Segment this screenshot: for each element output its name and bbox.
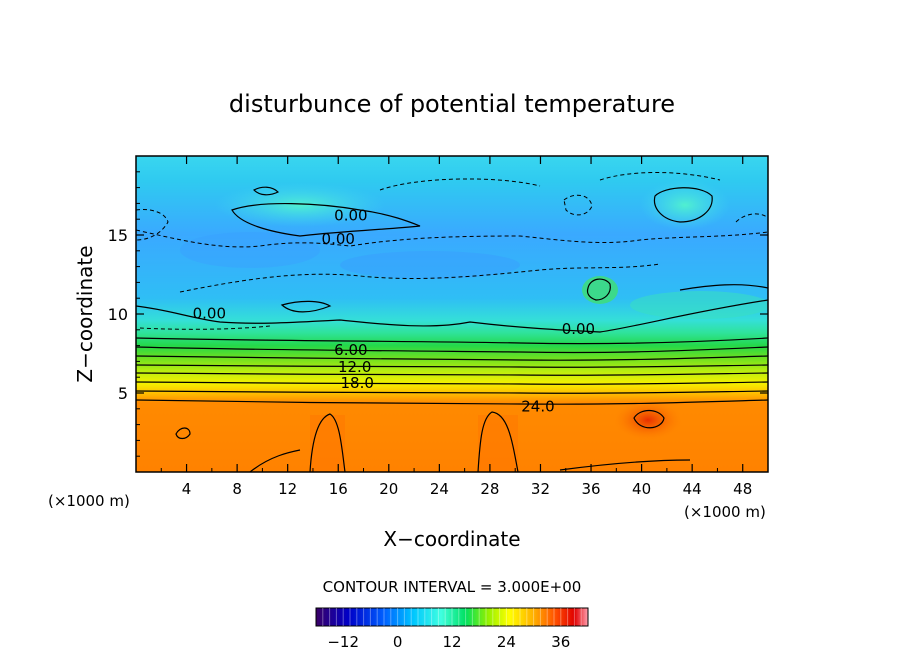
dashed-contour-4: [735, 213, 768, 223]
colorbar-labels: −12 0 12 24 36: [327, 633, 570, 651]
colorbar-tick-label: 12: [442, 633, 461, 651]
colorbar-segments: [322, 608, 582, 626]
x-tick-label: 16: [329, 480, 348, 498]
right-warm-tongue: [630, 291, 768, 319]
lower-plume-1: [310, 415, 345, 472]
x-tick-label: 24: [430, 480, 449, 498]
contour-line-24: [136, 399, 768, 405]
dashed-contour-3: [563, 194, 593, 216]
contour-label: 18.0: [340, 374, 373, 392]
contour-upper-blob-3: [653, 187, 713, 223]
x-unit-right: (×1000 m): [684, 503, 766, 521]
x-tick-label: 32: [531, 480, 550, 498]
contour-label: 0.00: [562, 320, 595, 338]
contour-upper-blob-2: [252, 186, 280, 196]
x-axis-label: X−coordinate: [383, 527, 520, 551]
x-tick-label: 48: [733, 480, 752, 498]
contour-label: 0.00: [334, 206, 367, 224]
contour-left-blob: [280, 300, 332, 313]
dashed-contour-2: [136, 209, 169, 241]
contour-line-21: [136, 390, 768, 394]
field-layer: [136, 156, 768, 472]
contour-line-9: [136, 355, 768, 361]
contour-line-6: [136, 346, 768, 354]
contour-line-3: [136, 337, 768, 345]
x-tick-label: 4: [182, 480, 192, 498]
contour-line-12: [136, 364, 768, 368]
x-tick-label: 36: [581, 480, 600, 498]
dashed-contour-1: [136, 229, 768, 248]
y-axis-label: Z−coordinate: [73, 245, 97, 382]
contour-small-lower: [175, 427, 191, 440]
contour-upper-blob-1: [231, 203, 421, 237]
y-tick-label: 15: [108, 226, 128, 245]
contour-label: 0.00: [322, 230, 355, 248]
contour-lines: [136, 186, 768, 472]
contour-line-15: [136, 372, 768, 376]
contour-lower-plume-2: [477, 411, 519, 472]
x-tick-label: 20: [379, 480, 398, 498]
contour-interval-text: CONTOUR INTERVAL = 3.000E+00: [323, 578, 582, 596]
x-tick-label: 28: [480, 480, 499, 498]
contour-label: 24.0: [521, 398, 554, 416]
contour-label: 0.00: [193, 304, 226, 322]
upper-cool-patch-1: [180, 232, 320, 268]
colorbar-tick-label: 36: [551, 633, 570, 651]
contour-right-tongue: [679, 284, 768, 291]
x-tick-label: 8: [232, 480, 242, 498]
colorbar-tick-label: 0: [393, 633, 403, 651]
contour-hotspot: [633, 409, 665, 429]
colorbar: [315, 607, 589, 627]
contour-line-18: [136, 381, 768, 385]
hotspot: [614, 400, 682, 440]
contour-lower-right: [559, 459, 691, 471]
upper-cool-patch-2: [340, 251, 520, 279]
dashed-contour-6: [139, 325, 271, 330]
dashed-contour-5: [179, 263, 661, 293]
colorbar-tick-label: 24: [497, 633, 516, 651]
colorbar-tick-label: −12: [327, 633, 359, 651]
dashed-contour-7: [379, 178, 541, 191]
upper-warm-patch-1: [215, 183, 385, 227]
contour-label: 6.00: [334, 341, 367, 359]
dashed-contour-8: [599, 172, 721, 181]
x-tick-label: 12: [278, 480, 297, 498]
chart-title: disturbunce of potential temperature: [229, 90, 675, 118]
contour-line-zero-lower: [136, 299, 768, 333]
y-tick-label: 10: [108, 305, 128, 324]
contour-label: 12.0: [338, 358, 371, 376]
contour-lower-left: [249, 449, 301, 472]
negative-contours: [136, 172, 768, 330]
lower-plume-2: [478, 415, 518, 472]
y-tick-label: 5: [118, 384, 128, 403]
x-tick-label: 44: [683, 480, 702, 498]
x-tick-label: 40: [632, 480, 651, 498]
contour-green-blob: [586, 278, 611, 301]
x-unit-left: (×1000 m): [48, 492, 130, 510]
contour-lower-plume-1: [309, 413, 346, 472]
